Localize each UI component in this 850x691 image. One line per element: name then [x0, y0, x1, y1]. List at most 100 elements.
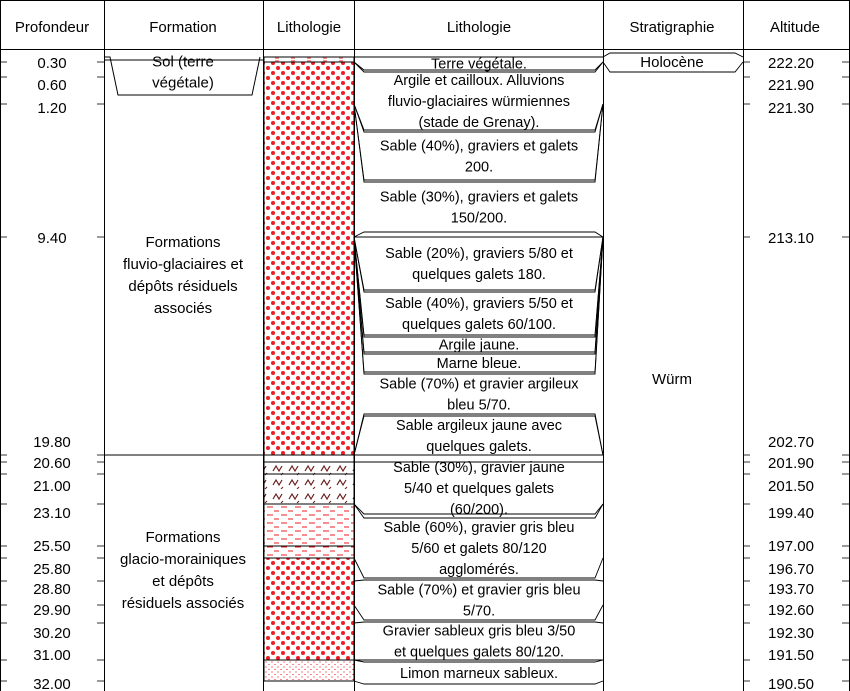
description-line: Sable (30%), graviers et galets — [380, 190, 578, 206]
formation-label: résiduels associés — [122, 595, 245, 612]
formation-label: végétale) — [152, 75, 214, 92]
header-altitude: Altitude — [770, 19, 820, 36]
altitude-label: 192.30 — [768, 625, 814, 642]
depth-label: 31.00 — [33, 647, 71, 664]
description-line: Sable (30%), gravier jaune — [393, 460, 565, 476]
description-box — [353, 103, 604, 133]
description-box — [353, 621, 604, 624]
lithology-layer-zigzag — [263, 473, 355, 505]
description-line: Argile et cailloux. Alluvions — [394, 73, 565, 89]
lithology-layer-zigzag — [263, 461, 355, 475]
lithology-layer-fine-dots — [263, 659, 355, 682]
description-box — [353, 236, 604, 375]
header-lithology-column: Lithologie — [277, 19, 341, 36]
description-line: 5/60 et galets 80/120 — [411, 541, 546, 557]
lithology-layer-dots — [263, 61, 355, 456]
description-box — [353, 236, 604, 355]
header-lithology-description: Lithologie — [447, 19, 511, 36]
description-line: (stade de Grenay). — [419, 115, 540, 131]
formation-label: dépôts résiduels — [128, 278, 237, 295]
depth-label: 0.60 — [37, 77, 66, 94]
depth-label: 25.80 — [33, 561, 71, 578]
altitude-label: 197.00 — [768, 538, 814, 555]
description-line: 200. — [465, 160, 493, 176]
description-line: 150/200. — [451, 211, 507, 227]
description-line: Limon marneux sableux. — [400, 666, 558, 682]
altitude-label: 221.90 — [768, 77, 814, 94]
description-box — [353, 236, 604, 338]
description-box — [353, 103, 604, 183]
stratigraphy-column: Holocène Würm — [602, 52, 744, 388]
altitude-label: 191.50 — [768, 647, 814, 664]
altitude-column: 222.20 221.90 221.30 213.10 202.70 201.90 201.… — [743, 55, 849, 691]
description-box — [353, 231, 604, 238]
description-line: Sable (40%), graviers 5/50 et — [385, 296, 573, 312]
description-line: Sable (60%), gravier gris bleu — [383, 520, 574, 536]
description-box — [353, 604, 604, 621]
description-box — [353, 659, 604, 663]
depth-label: 32.00 — [33, 676, 71, 691]
description-line: Marne bleue. — [437, 356, 522, 372]
formation-soil-outline — [104, 56, 261, 96]
lithology-layer-soil — [263, 56, 355, 63]
depth-label: 25.50 — [33, 538, 71, 555]
formation-label: associés — [154, 300, 212, 317]
depth-label: 28.80 — [33, 581, 71, 598]
altitude-label: 192.60 — [768, 602, 814, 619]
depth-label: 9.40 — [37, 230, 66, 247]
description-line: Sable argileux jaune avec — [396, 418, 562, 434]
description-line: quelques galets 60/100. — [402, 317, 556, 333]
description-line: agglomérés. — [439, 562, 519, 578]
altitude-label: 196.70 — [768, 561, 814, 578]
description-line: Argile jaune. — [439, 338, 520, 354]
altitude-label: 199.40 — [768, 505, 814, 522]
depth-label: 19.80 — [33, 434, 71, 451]
description-line: Terre végétale. — [431, 57, 527, 73]
description-box — [353, 236, 604, 293]
lithology-layer-dashes — [263, 545, 355, 559]
description-line: Sable (20%), graviers 5/80 et — [385, 246, 573, 262]
depth-label: 21.00 — [33, 478, 71, 495]
description-box — [353, 579, 604, 582]
formation-label: fluvio-glaciaires et — [123, 256, 244, 273]
altitude-label: 221.30 — [768, 100, 814, 117]
stratigraphy-label: Würm — [652, 371, 692, 388]
altitude-label: 222.20 — [768, 55, 814, 72]
depth-label: 23.10 — [33, 505, 71, 522]
formation-label: Formations — [145, 529, 220, 546]
description-line: 5/40 et quelques galets — [404, 481, 554, 497]
depth-column: 0.30 0.60 1.20 9.40 19.80 20.60 21.00 23.10 25.5… — [0, 55, 104, 691]
formation-label: Sol (terre — [152, 54, 214, 71]
description-box — [353, 680, 604, 685]
lithology-layer-dashes — [263, 503, 355, 547]
description-line: Sable (40%), graviers et galets — [380, 139, 578, 155]
description-line: fluvio-glaciaires würmiennes — [388, 94, 570, 110]
depth-label: 30.20 — [33, 625, 71, 642]
description-column: Terre végétale.Argile et cailloux. Alluv… — [353, 57, 604, 685]
header-formation: Formation — [149, 19, 217, 36]
formation-label: et dépôts — [152, 573, 214, 590]
description-box — [353, 557, 604, 579]
formation-label: glacio-morainiques — [120, 551, 246, 568]
description-line: (60/200). — [450, 502, 508, 518]
description-line: et quelques galets 80/120. — [394, 645, 564, 661]
depth-label: 0.30 — [37, 55, 66, 72]
description-box — [353, 61, 604, 73]
description-box — [353, 415, 604, 456]
lithology-column — [263, 56, 355, 682]
lithology-layer-blank — [263, 454, 355, 463]
description-line: Gravier sableux gris bleu 3/50 — [383, 624, 576, 640]
description-box — [353, 503, 604, 519]
description-line: bleu 5/70. — [447, 398, 511, 414]
depth-label: 20.60 — [33, 455, 71, 472]
description-box — [353, 61, 604, 71]
description-line: Sable (70%) et gravier argileux — [379, 377, 579, 393]
lithology-layer-dots — [263, 557, 355, 661]
header-stratigraphy: Stratigraphie — [629, 19, 714, 36]
stratigraphy-box — [602, 61, 744, 73]
altitude-label: 202.70 — [768, 434, 814, 451]
description-line: quelques galets. — [426, 439, 532, 455]
depth-label: 29.90 — [33, 602, 71, 619]
stratigraphy-box — [602, 52, 744, 58]
